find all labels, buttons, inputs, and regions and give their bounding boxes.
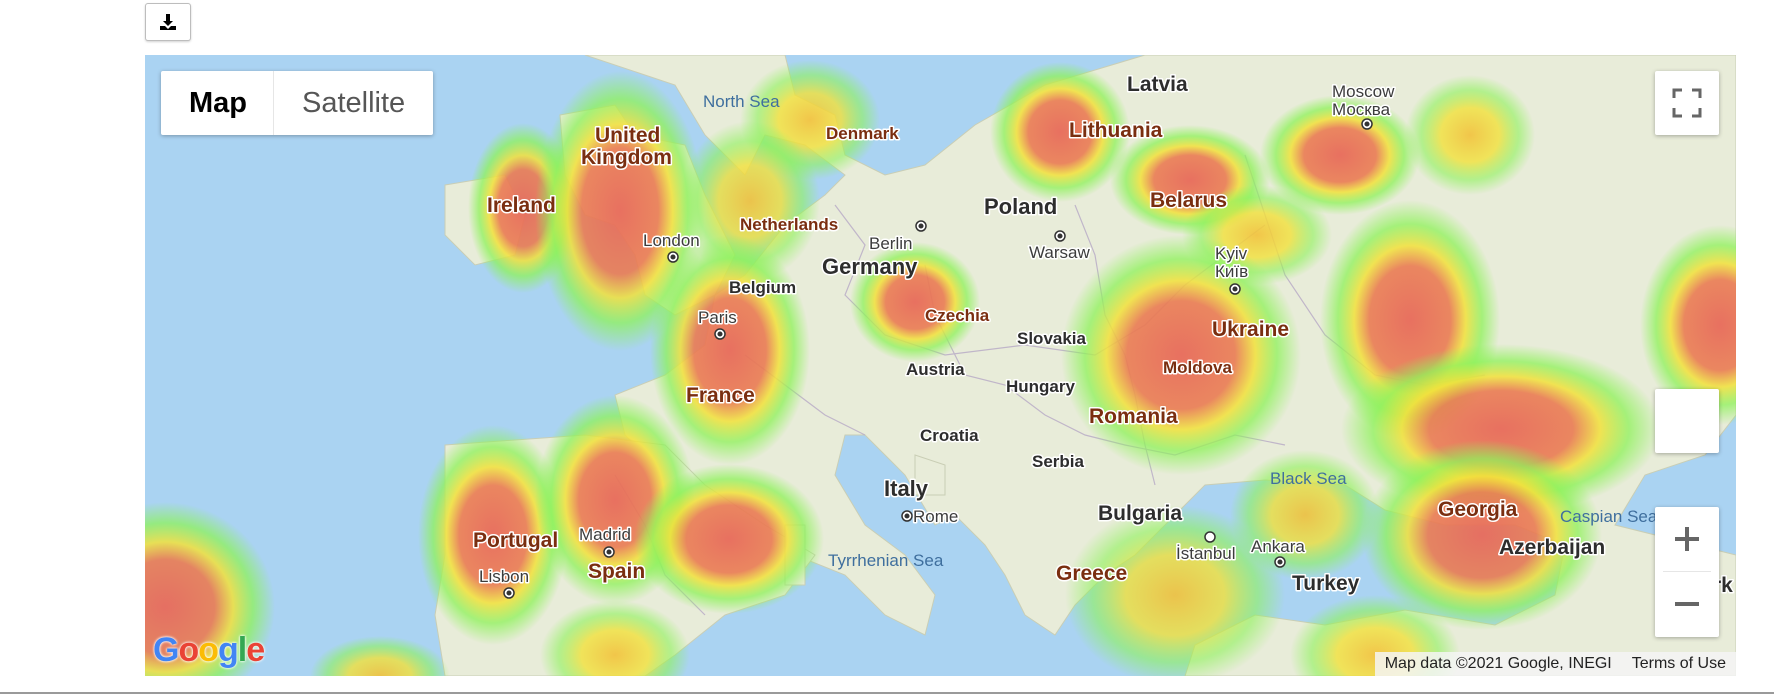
label-moscow-en: Moscow (1332, 82, 1395, 101)
label-poland: Poland (984, 194, 1057, 219)
label-moldova: Moldova (1163, 358, 1232, 377)
label-serbia: Serbia (1032, 452, 1085, 471)
fullscreen-button[interactable] (1655, 71, 1719, 135)
map-data-text: Map data ©2021 Google, INEGI (1384, 655, 1612, 672)
label-moscow-ru: Москва (1332, 100, 1391, 119)
zoom-divider (1663, 571, 1711, 572)
label-hungary: Hungary (1006, 377, 1076, 396)
label-azerbaijan: Azerbaijan (1499, 536, 1605, 559)
label-ireland: Ireland (487, 194, 556, 217)
label-latvia: Latvia (1127, 73, 1188, 96)
zoom-control (1655, 507, 1719, 637)
map-type-map-button[interactable]: Map (161, 71, 274, 135)
map-attribution: Map data ©2021 Google, INEGI Terms of Us… (1374, 652, 1736, 676)
label-black-sea: Black Sea (1270, 469, 1347, 488)
label-warsaw: Warsaw (1029, 243, 1090, 262)
plus-icon (1675, 527, 1699, 551)
label-bulgaria: Bulgaria (1098, 502, 1182, 525)
label-kyiv-ua: Київ (1215, 262, 1248, 281)
download-button[interactable] (145, 3, 191, 41)
map-canvas[interactable]: North Sea Black Sea Caspian Sea Tyrrheni… (145, 55, 1736, 676)
label-georgia: Georgia (1438, 498, 1518, 521)
label-spain: Spain (588, 560, 645, 583)
label-tyrrhenian-sea: Tyrrhenian Sea (828, 551, 944, 570)
minus-icon (1675, 602, 1699, 606)
page-bottom-border (0, 692, 1774, 694)
label-czechia: Czechia (925, 306, 990, 325)
label-caspian-sea: Caspian Sea (1560, 507, 1658, 526)
label-london: London (643, 231, 700, 250)
city-markers (503, 118, 1373, 599)
label-italy: Italy (884, 476, 929, 501)
label-istanbul: İstanbul (1176, 544, 1236, 563)
label-united-kingdom-line1: United (595, 124, 660, 147)
label-ankara: Ankara (1251, 537, 1305, 556)
heatmap-layer (145, 60, 1736, 676)
label-paris: Paris (698, 308, 737, 327)
zoom-in-button[interactable] (1655, 507, 1719, 571)
zoom-out-button[interactable] (1655, 572, 1719, 636)
label-denmark: Denmark (826, 124, 899, 143)
google-logo: Google (153, 631, 265, 669)
label-turkey: Turkey (1292, 572, 1360, 595)
label-rome: Rome (913, 507, 958, 526)
label-greece: Greece (1056, 562, 1127, 585)
label-austria: Austria (906, 360, 965, 379)
label-united-kingdom-line2: Kingdom (581, 146, 672, 169)
label-belarus: Belarus (1150, 189, 1227, 212)
label-ukraine: Ukraine (1212, 318, 1289, 341)
label-lisbon: Lisbon (479, 567, 529, 586)
label-north-sea: North Sea (703, 92, 780, 111)
label-slovakia: Slovakia (1017, 329, 1087, 348)
label-berlin: Berlin (869, 234, 912, 253)
label-croatia: Croatia (920, 426, 979, 445)
map-type-satellite-button[interactable]: Satellite (302, 86, 406, 119)
download-icon (160, 14, 176, 30)
label-romania: Romania (1089, 405, 1178, 428)
terms-of-use-link[interactable]: Terms of Use (1631, 655, 1726, 672)
label-portugal: Portugal (473, 529, 558, 552)
label-lithuania: Lithuania (1069, 119, 1163, 142)
label-madrid: Madrid (579, 525, 631, 544)
label-france: France (686, 384, 755, 407)
label-belgium: Belgium (729, 278, 796, 297)
label-kyiv-en: Kyiv (1215, 244, 1248, 263)
map-type-control: Map Satellite (161, 71, 434, 135)
label-netherlands: Netherlands (740, 215, 838, 234)
map-control-button[interactable] (1655, 389, 1719, 453)
fullscreen-icon (1672, 88, 1702, 118)
label-germany: Germany (822, 254, 918, 279)
heatmap-map[interactable]: North Sea Black Sea Caspian Sea Tyrrheni… (145, 55, 1736, 676)
